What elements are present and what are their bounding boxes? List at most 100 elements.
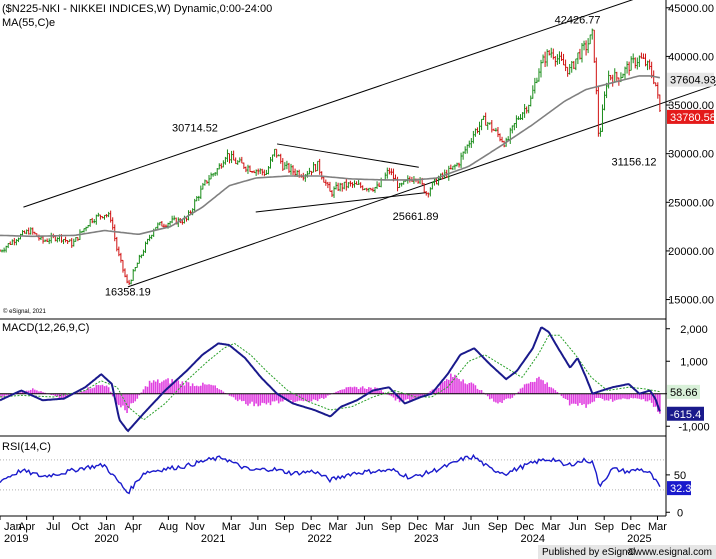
price-bar — [251, 170, 254, 174]
price-bar — [314, 164, 317, 172]
price-y-tick-label: 45000.00 — [668, 3, 714, 15]
price-bar — [378, 182, 381, 187]
price-bar — [224, 156, 227, 165]
price-bar — [341, 182, 344, 192]
price-bar — [357, 180, 360, 185]
price-bar — [642, 53, 645, 59]
x-axis-year-label: 2020 — [94, 533, 118, 545]
price-bar — [521, 112, 524, 121]
price-bar — [17, 237, 20, 243]
price-bar — [99, 214, 102, 220]
price-bar — [160, 221, 163, 227]
price-y-tick-label: 25000.00 — [668, 197, 714, 209]
price-bar — [136, 262, 139, 268]
x-axis-month-label: Dec — [621, 521, 641, 533]
price-bar — [316, 160, 319, 172]
price-bar — [74, 237, 77, 242]
price-bar — [146, 238, 149, 245]
price-bar — [470, 138, 473, 148]
price-bar — [222, 160, 225, 168]
price-bar — [138, 254, 141, 264]
x-axis-year-label: 2022 — [307, 533, 331, 545]
price-bar — [105, 214, 108, 218]
x-axis-year-label: 2023 — [414, 533, 438, 545]
price-bar — [330, 190, 333, 197]
price-bar — [230, 150, 233, 164]
price-bar — [214, 172, 217, 177]
price-bar — [87, 224, 90, 229]
price-bar — [585, 40, 588, 56]
price-bar — [201, 182, 204, 190]
price-y-tick-label: 15000.00 — [668, 295, 714, 307]
price-bar — [628, 61, 631, 76]
price-bar — [552, 48, 555, 60]
price-bar — [386, 167, 389, 179]
price-bar — [462, 151, 465, 160]
price-bar — [427, 192, 430, 198]
price-bar — [255, 169, 258, 176]
price-bar — [525, 106, 528, 114]
price-bar — [263, 169, 266, 177]
price-bar — [343, 181, 346, 190]
price-bar — [253, 170, 256, 174]
price-bar — [626, 61, 629, 74]
price-bar — [150, 234, 153, 240]
price-bar — [101, 216, 104, 219]
price-bar — [126, 274, 129, 284]
x-axis-month-label: Sep — [488, 521, 508, 533]
price-bar — [363, 188, 366, 191]
price-bar — [289, 163, 292, 175]
price-bar — [234, 157, 237, 165]
price-bar — [599, 127, 602, 137]
rsi-panel-title: RSI(14,C) — [2, 441, 51, 453]
price-bar — [398, 182, 401, 189]
price-bar — [402, 180, 405, 185]
rsi-y-tick-label: 50 — [674, 470, 686, 482]
price-bar — [449, 164, 452, 170]
price-bar — [148, 234, 151, 242]
price-bar — [11, 239, 14, 245]
x-axis-month-label: Jun — [356, 521, 374, 533]
price-bar — [210, 172, 213, 180]
price-bar — [367, 187, 370, 193]
price-bar — [535, 77, 538, 84]
price-bar — [80, 230, 83, 233]
x-axis-month-label: Jun — [249, 521, 267, 533]
price-bar — [478, 121, 481, 135]
price-bar — [376, 181, 379, 189]
macd-value-tag-label: -615.4 — [670, 409, 701, 421]
price-bar — [228, 153, 231, 164]
price-bar — [132, 269, 135, 281]
price-bar — [353, 180, 356, 188]
price-bar — [324, 179, 327, 186]
price-bar — [335, 181, 338, 190]
price-bar — [658, 94, 661, 112]
price-bar — [361, 185, 364, 191]
price-bar — [5, 245, 8, 253]
price-bar — [638, 55, 641, 68]
price-bar — [89, 219, 92, 227]
last-price-tag-label: 37604.93 — [670, 75, 716, 87]
price-bar — [359, 182, 362, 189]
price-bar — [431, 181, 434, 190]
last-close-tag-label: 33780.58 — [670, 112, 716, 124]
price-bar — [130, 279, 133, 285]
trend-line-1 — [23, 0, 634, 208]
price-bar — [326, 181, 329, 189]
price-bar — [345, 178, 348, 191]
price-bar — [648, 59, 651, 70]
price-bar — [488, 122, 491, 125]
price-bar — [517, 116, 520, 120]
price-bar — [583, 40, 586, 51]
x-axis-month-label: Sep — [594, 521, 614, 533]
price-bar — [453, 164, 456, 170]
price-bar — [654, 82, 657, 87]
price-bar — [107, 211, 110, 218]
price-bar — [97, 212, 100, 217]
price-bar — [267, 166, 270, 175]
price-bar — [285, 160, 288, 170]
price-bar — [636, 57, 639, 70]
price-bar — [587, 38, 590, 54]
x-axis-month-label: Aug — [159, 521, 179, 533]
price-bar — [70, 237, 73, 248]
